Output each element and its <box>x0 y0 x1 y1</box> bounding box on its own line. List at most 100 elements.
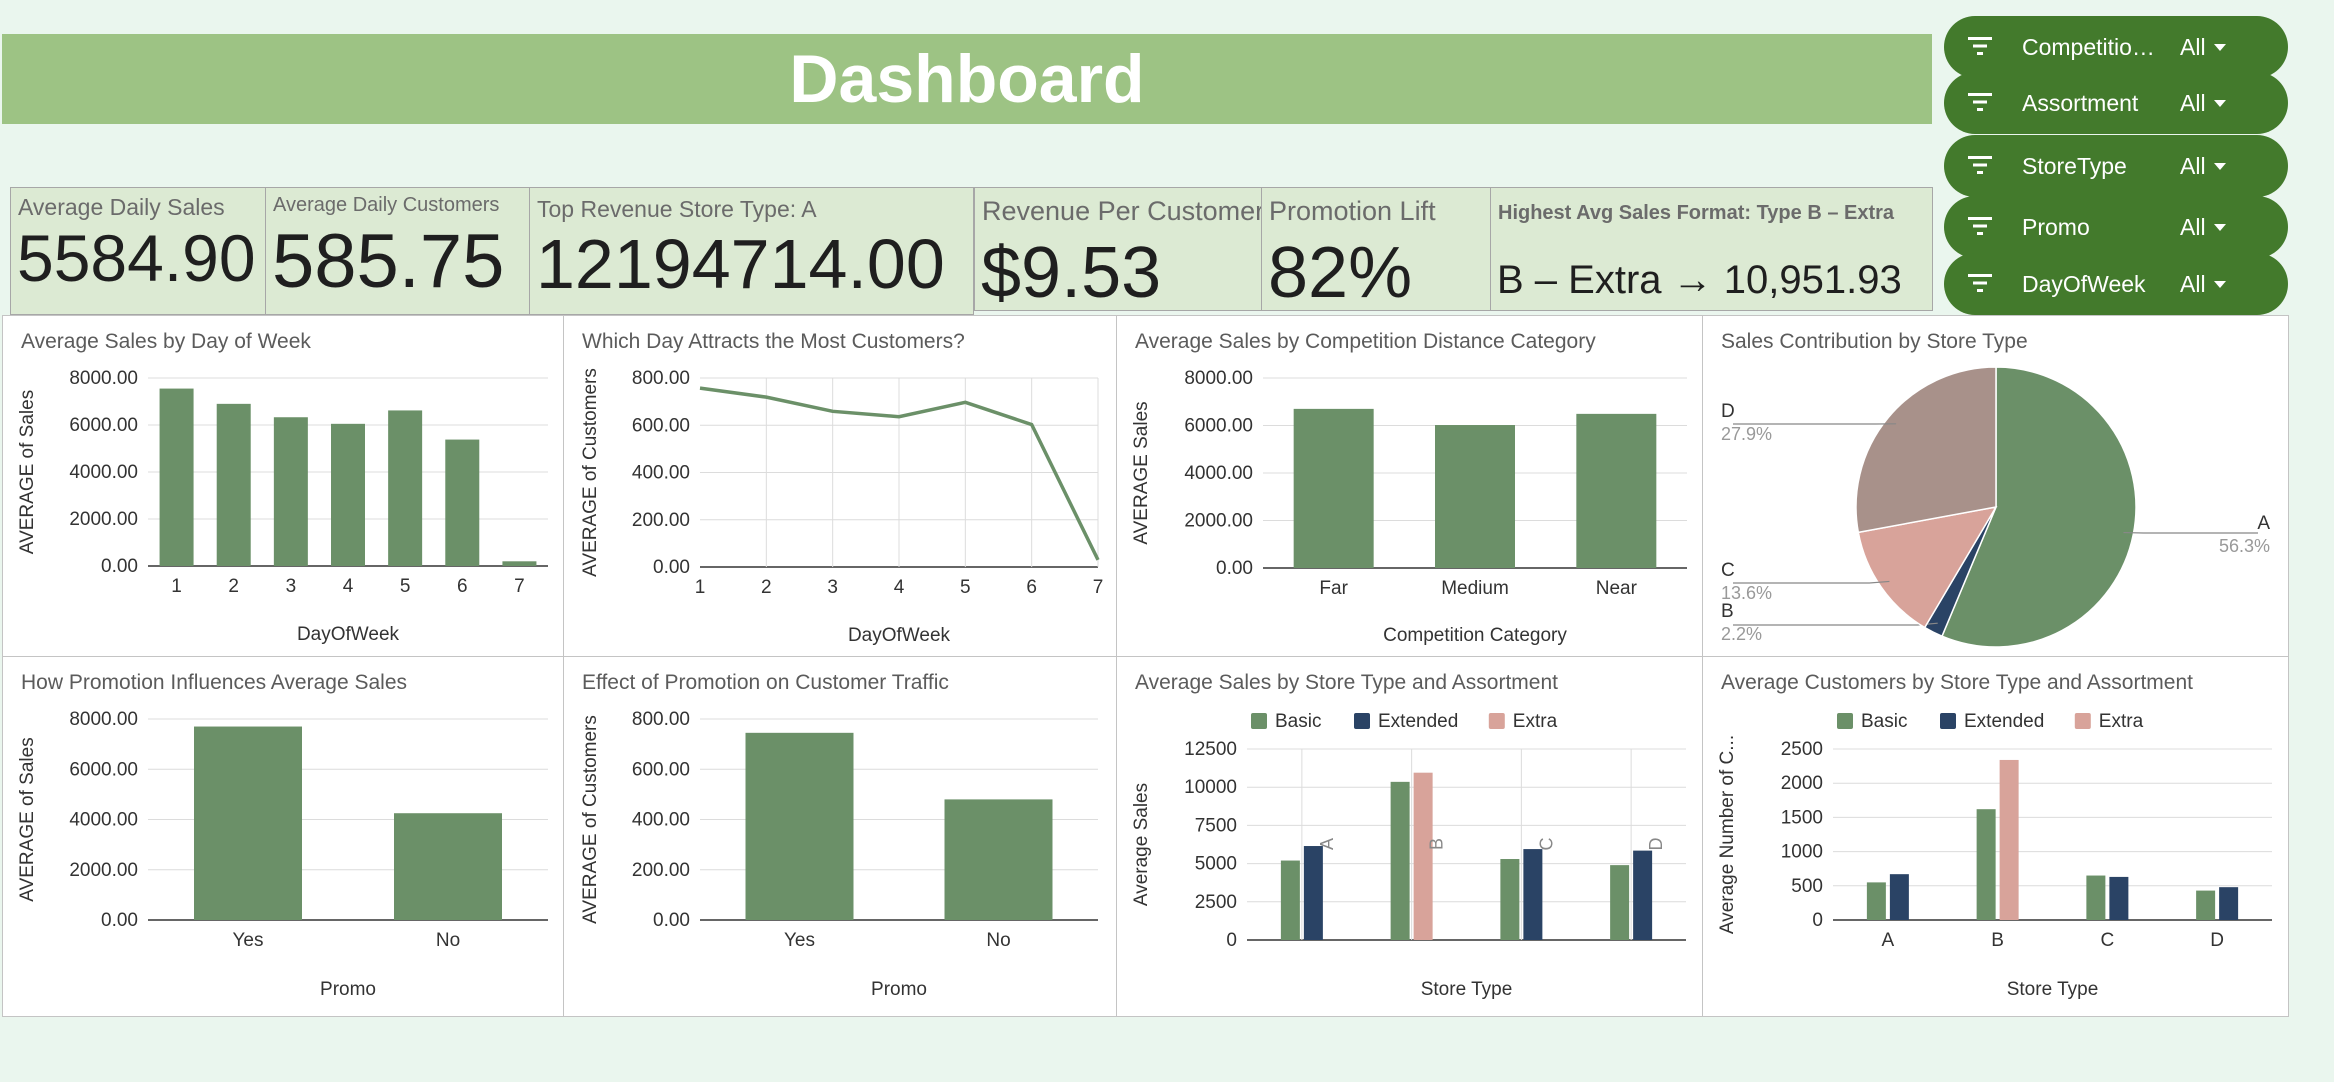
filter-chip-competitio[interactable]: Competitio… All <box>1944 16 2288 78</box>
leader-line <box>1733 580 1890 584</box>
kpi-card-avg-daily-sales: Average Daily Sales 5584.90 <box>10 187 266 315</box>
y-tick-label: 0.00 <box>101 556 138 577</box>
bar-2 <box>216 403 251 566</box>
category-label: A <box>1317 838 1337 850</box>
x-tick-label: 1 <box>695 577 706 598</box>
filter-label: DayOfWeek <box>2022 270 2146 297</box>
y-axis-label: Average Number of C... <box>1717 735 1738 934</box>
slice-percent: 56.3% <box>2219 536 2270 556</box>
y-tick-label: 8000.00 <box>1184 368 1253 389</box>
legend-label-extra: Extra <box>2099 711 2144 732</box>
chart-title: Sales Contribution by Store Type <box>1721 330 2028 353</box>
filter-dropdown[interactable]: All <box>2180 34 2226 61</box>
y-tick-label: 8000.00 <box>69 368 138 389</box>
kpi-label: Revenue Per Customer <box>982 196 1262 226</box>
chart-sales-contribution: A56.3% B2.2% C13.6% D27.9% <box>1721 366 2270 648</box>
x-tick-label: 6 <box>457 576 468 597</box>
chart-promo-customers: 0.00 200.00 400.00 600.00 800.00 Yes No Promo AV… <box>580 709 1098 1000</box>
category-label: B <box>1427 838 1447 850</box>
filter-chip-storetype[interactable]: StoreType All <box>1944 135 2288 197</box>
chevron-down-icon <box>2213 43 2226 51</box>
kpi-value: 82% <box>1268 233 1413 311</box>
filter-dropdown[interactable]: All <box>2180 214 2226 241</box>
slice-label: A <box>2257 513 2270 534</box>
chart-customers-by-dow: 0.00 200.00 400.00 600.00 800.00 1 2 3 4 5 6 7 DayOf… <box>580 368 1103 646</box>
x-axis-label: Competition Category <box>1383 625 1567 646</box>
chart-promo-sales: 0.00 2000.00 4000.00 6000.00 8000.00 Yes No Pro… <box>17 709 548 1000</box>
y-tick-label: 2000.00 <box>69 509 138 530</box>
bar-5 <box>388 410 423 566</box>
bar-no <box>944 799 1053 920</box>
filter-icon <box>1968 217 1992 235</box>
filter-icon <box>1968 156 1992 174</box>
chevron-down-icon <box>2213 99 2226 107</box>
y-tick-label: 0 <box>1812 910 1823 931</box>
chart-panel-customers-by-dow: Which Day Attracts the Most Customers? 0… <box>563 315 1117 657</box>
bar-4 <box>331 423 365 566</box>
bar-d-extended <box>2219 887 2239 920</box>
filter-icon <box>1968 274 1992 292</box>
filter-chip-dayofweek[interactable]: DayOfWeek All <box>1944 253 2288 315</box>
y-axis-label: AVERAGE of Sales <box>17 390 38 554</box>
chevron-down-icon <box>2213 280 2226 288</box>
filter-icon <box>1968 37 1992 55</box>
kpi-card-top-revenue-store-type: Top Revenue Store Type: A 12194714.00 <box>529 187 974 315</box>
y-axis-label: AVERAGE of Sales <box>17 737 38 901</box>
chart-panel-promo-sales: How Promotion Influences Average Sales 0… <box>2 656 564 1017</box>
x-axis-label: DayOfWeek <box>297 624 400 645</box>
y-tick-label: 0.00 <box>1216 558 1253 579</box>
y-tick-label: 5000 <box>1195 854 1237 875</box>
bar-yes <box>745 732 854 920</box>
chart-sales-store-assortment: 0 2500 5000 7500 10000 12500 A B C D Basic Extended… <box>1131 711 1686 1000</box>
filter-label: Competitio… <box>2022 33 2155 60</box>
kpi-value: $9.53 <box>981 233 1162 311</box>
filter-dropdown[interactable]: All <box>2180 153 2226 180</box>
kpi-label: Average Daily Sales <box>18 194 225 220</box>
bar-3 <box>273 417 308 566</box>
x-tick-label: 1 <box>171 576 182 597</box>
bar-no <box>394 813 502 920</box>
filter-label: Assortment <box>2022 89 2139 116</box>
x-tick-label: C <box>2101 930 2115 951</box>
chart-title: How Promotion Influences Average Sales <box>21 671 407 694</box>
chart-panel-sales-by-dow: Average Sales by Day of Week 0.00 2000.00… <box>2 315 564 657</box>
chevron-down-icon <box>2213 223 2226 231</box>
kpi-value: 12194714.00 <box>536 225 945 303</box>
legend-label-basic: Basic <box>1275 711 1321 732</box>
x-tick-label: Near <box>1596 578 1638 599</box>
slice-percent: 13.6% <box>1721 583 1772 603</box>
x-axis-label: Store Type <box>2007 979 2099 1000</box>
x-tick-label: 5 <box>400 576 411 597</box>
x-axis-label: Promo <box>871 979 927 1000</box>
dashboard-title: Dashboard <box>2 34 1932 124</box>
x-tick-label: 7 <box>514 576 525 597</box>
y-tick-label: 2000 <box>1781 773 1823 794</box>
legend-label-extended: Extended <box>1378 711 1458 732</box>
y-tick-label: 10000 <box>1184 777 1237 798</box>
legend-swatch-extra <box>2074 713 2091 729</box>
y-tick-label: 400.00 <box>632 810 690 831</box>
y-tick-label: 4000.00 <box>69 462 138 483</box>
kpi-label: Average Daily Customers <box>273 194 500 216</box>
filter-chip-promo[interactable]: Promo All <box>1944 196 2288 258</box>
chart-sales-by-dow: 0.00 2000.00 4000.00 6000.00 8000.00 1 2 3 4 5 6 7 D… <box>17 368 548 645</box>
filter-value: All <box>2180 152 2206 179</box>
legend-swatch-basic <box>1837 713 1853 729</box>
chart-title: Effect of Promotion on Customer Traffic <box>582 671 949 694</box>
pie-slice-c <box>1857 505 1998 629</box>
y-axis-label: AVERAGE of Customers <box>580 715 601 924</box>
chart-title: Average Sales by Competition Distance Ca… <box>1135 330 1596 353</box>
bar-c-basic <box>1500 859 1520 940</box>
y-tick-label: 6000.00 <box>1184 416 1253 437</box>
bar-6 <box>445 439 480 566</box>
y-tick-label: 1000 <box>1781 842 1823 863</box>
y-tick-label: 2000.00 <box>1184 511 1253 532</box>
filter-label: StoreType <box>2022 152 2127 179</box>
bar-medium <box>1435 425 1515 568</box>
filter-chip-assortment[interactable]: Assortment All <box>1944 72 2288 134</box>
filter-dropdown[interactable]: All <box>2180 90 2226 117</box>
filter-dropdown[interactable]: All <box>2180 271 2226 298</box>
filter-value: All <box>2180 33 2206 60</box>
x-tick-label: B <box>1991 930 2004 951</box>
y-tick-label: 600.00 <box>632 415 690 436</box>
